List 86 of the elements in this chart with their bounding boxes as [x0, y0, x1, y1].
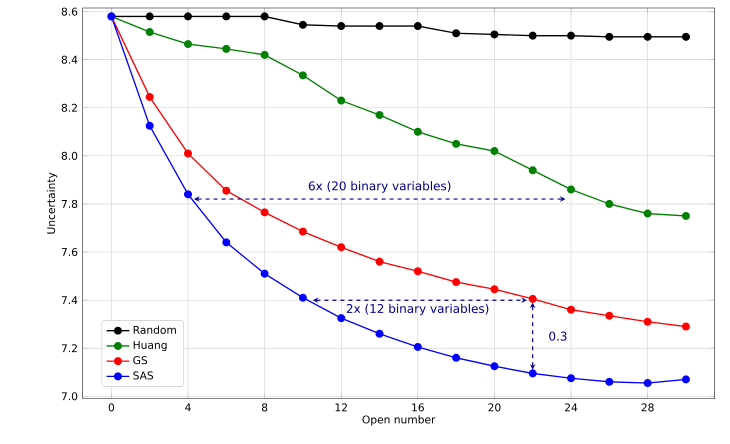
x-tick-label: 24 — [565, 403, 578, 412]
point — [337, 243, 346, 252]
point — [260, 208, 269, 216]
y-tick-label: 7.8 — [62, 200, 78, 208]
point — [260, 12, 269, 20]
annotation: 0.3 — [549, 332, 567, 341]
point — [260, 50, 269, 59]
point — [682, 322, 690, 331]
point — [682, 212, 690, 220]
point — [682, 32, 690, 41]
point — [146, 28, 154, 36]
annotation: 2x (12 binary variables) — [346, 304, 488, 316]
point — [528, 294, 537, 303]
legend-label: Random — [134, 326, 176, 334]
point — [452, 278, 460, 286]
point — [376, 110, 384, 119]
x-tick-label: 20 — [488, 403, 501, 412]
point — [298, 71, 307, 80]
point — [260, 270, 269, 278]
point — [222, 238, 230, 246]
point — [337, 314, 346, 322]
point — [337, 96, 346, 105]
point — [146, 122, 154, 130]
point — [567, 32, 576, 40]
point — [146, 12, 154, 20]
point — [605, 32, 614, 41]
point — [298, 20, 307, 29]
point — [490, 30, 498, 38]
point — [605, 200, 614, 208]
point — [644, 318, 652, 326]
x-tick-label: 8 — [262, 403, 268, 412]
legend-label: GS — [133, 356, 148, 364]
x-tick-label: 28 — [642, 403, 654, 412]
point — [605, 312, 614, 320]
point — [414, 342, 422, 351]
y-tick-label: 7.0 — [62, 392, 78, 400]
point — [682, 375, 690, 384]
point — [222, 186, 230, 195]
point — [414, 128, 422, 136]
point — [184, 149, 192, 158]
annotation: 6x (20 binary variables) — [308, 181, 450, 193]
legend-label: Huang — [134, 341, 167, 352]
point — [490, 285, 498, 294]
point — [414, 267, 422, 276]
x-axis-title: Open number — [362, 415, 436, 426]
point — [490, 147, 498, 156]
point — [452, 29, 460, 38]
point — [414, 22, 422, 30]
point — [184, 40, 192, 48]
point — [528, 369, 537, 378]
point — [452, 354, 460, 362]
point — [567, 374, 576, 382]
x-tick-label: 12 — [336, 403, 347, 412]
y-tick-label: 8.6 — [62, 8, 78, 16]
x-tick-label: 4 — [185, 403, 191, 412]
point — [146, 92, 154, 101]
point — [644, 32, 652, 41]
x-tick-label: 0 — [108, 403, 114, 412]
point — [567, 306, 576, 314]
y-tick-label: 8.0 — [62, 152, 78, 160]
y-tick-label: 8.4 — [62, 56, 78, 64]
point — [644, 379, 652, 388]
point — [490, 362, 498, 370]
point — [528, 166, 537, 174]
y-axis-title: Uncertainty — [46, 172, 58, 234]
y-tick-label: 7.6 — [62, 248, 78, 256]
point — [337, 22, 346, 30]
y-tick-label: 8.2 — [62, 104, 77, 112]
point — [376, 258, 384, 266]
point — [298, 228, 307, 236]
point — [644, 210, 652, 218]
point — [567, 186, 576, 194]
point — [298, 294, 307, 302]
point — [184, 12, 192, 20]
y-tick-label: 7.2 — [62, 344, 77, 352]
point — [528, 32, 537, 40]
x-tick-label: 16 — [412, 403, 424, 412]
point — [376, 330, 384, 338]
legend-label: SAS — [133, 371, 154, 380]
point — [376, 22, 384, 30]
point — [184, 190, 192, 198]
point — [605, 378, 614, 386]
y-tick-label: 7.4 — [62, 296, 78, 304]
point — [222, 44, 230, 53]
point — [222, 12, 230, 20]
point — [452, 140, 460, 148]
